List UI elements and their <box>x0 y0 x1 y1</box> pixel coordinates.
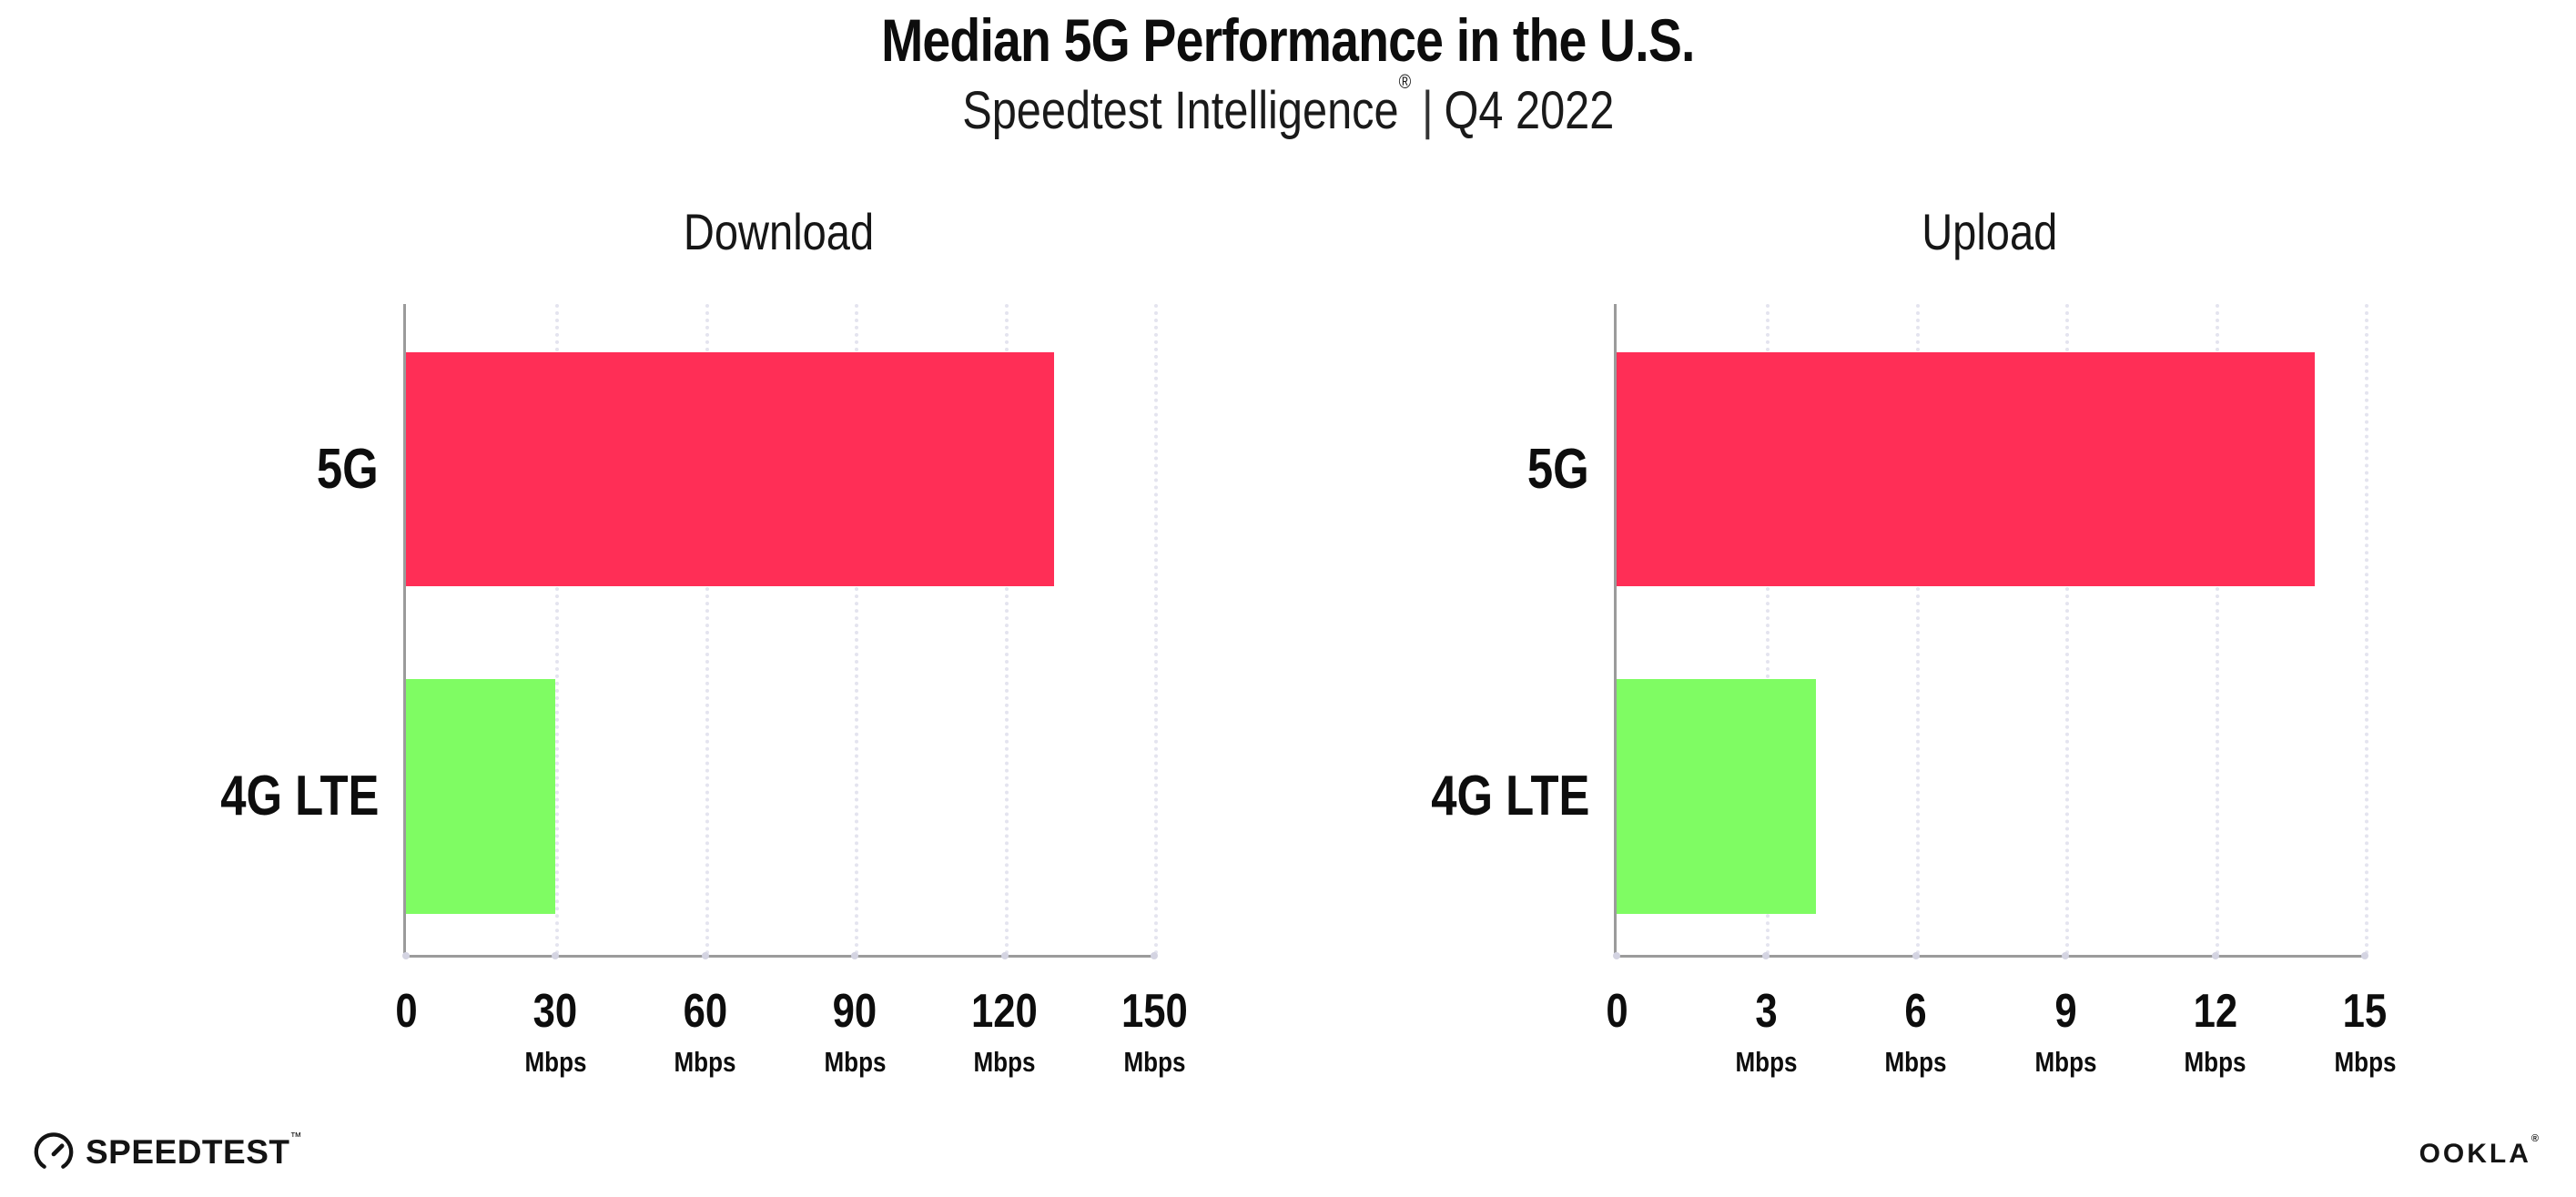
tick-mark-120 <box>1000 952 1009 959</box>
x-tick-label-90: 90 <box>832 985 877 1038</box>
x-tick-label-0: 0 <box>1605 985 1628 1038</box>
subtitle-period: Q4 2022 <box>1444 81 1615 140</box>
subtitle-separator: | <box>1421 81 1434 140</box>
registered-trademark-icon: ® <box>1398 69 1411 93</box>
download-chart-title: Download <box>683 203 875 260</box>
x-tick-label-150: 150 <box>1121 985 1188 1038</box>
ookla-logo: OOKLA® <box>2419 1133 2541 1170</box>
bar-4g-lte <box>406 679 556 914</box>
speedtest-wordmark: SPEEDTEST™ <box>86 1129 302 1171</box>
category-label-4g-lte: 4G LTE <box>219 765 379 827</box>
x-tick-label-3: 3 <box>1755 985 1778 1038</box>
upload-chart-title: Upload <box>1921 203 2058 260</box>
trademark-icon: ™ <box>289 1129 302 1143</box>
download-plot-area: 0 30 Mbps 60 Mbps 90 Mbps 120 Mbps 150 Mbps 5G 4G LT… <box>220 304 1187 1078</box>
bar-5g <box>1617 352 2316 586</box>
x-tick-unit-6: Mbps <box>1884 1046 1947 1078</box>
tick-mark-0 <box>1613 952 1620 959</box>
x-tick-unit-150: Mbps <box>1123 1046 1185 1078</box>
x-tick-label-60: 60 <box>683 985 728 1038</box>
x-tick-unit-9: Mbps <box>2034 1046 2097 1078</box>
speedtest-logo: SPEEDTEST™ <box>33 1129 302 1173</box>
gridline-120 <box>1004 304 1009 955</box>
category-label-4g-lte: 4G LTE <box>1430 765 1589 827</box>
page-title: Median 5G Performance in the U.S. <box>881 6 1695 74</box>
tick-mark-60 <box>701 952 709 959</box>
x-tick-unit-3: Mbps <box>1735 1046 1798 1078</box>
x-tick-label-15: 15 <box>2342 985 2388 1038</box>
page-subtitle: Speedtest Intelligence® | Q4 2022 <box>0 70 2576 141</box>
tick-mark-6 <box>1912 952 1920 959</box>
x-tick-unit-120: Mbps <box>973 1046 1036 1078</box>
x-tick-unit-30: Mbps <box>524 1046 587 1078</box>
x-tick-label-9: 9 <box>2054 985 2077 1038</box>
gridline-60 <box>705 304 709 955</box>
x-tick-label-6: 6 <box>1904 985 1927 1038</box>
gridline-3 <box>1766 304 1770 955</box>
x-tick-label-12: 12 <box>2193 985 2237 1038</box>
gridline-6 <box>1915 304 1920 955</box>
x-tick-unit-90: Mbps <box>824 1046 887 1078</box>
upload-plot-area: 0 3 Mbps 6 Mbps 9 Mbps 12 Mbps 15 Mbps 5G 4G LTE <box>1431 304 2396 1078</box>
x-tick-unit-12: Mbps <box>2184 1046 2246 1078</box>
x-tick-label-120: 120 <box>971 985 1039 1038</box>
gridline-12 <box>2215 304 2219 955</box>
tick-mark-3 <box>1762 952 1770 959</box>
gridline-30 <box>555 304 560 955</box>
registered-icon: ® <box>2530 1133 2541 1144</box>
tick-mark-12 <box>2211 952 2219 959</box>
x-tick-unit-15: Mbps <box>2334 1046 2396 1078</box>
gridline-9 <box>2065 304 2070 955</box>
tick-mark-30 <box>552 952 560 959</box>
download-chart: Download 0 30 Mbps 60 Mbps 90 Mbps 120 Mbps 150 Mb… <box>220 203 1188 1078</box>
tick-mark-0 <box>402 952 410 959</box>
gridline-15 <box>2365 304 2368 955</box>
bar-4g-lte <box>1617 679 1817 914</box>
speedtest-gauge-icon <box>34 1132 74 1169</box>
category-label-5g: 5G <box>317 437 379 501</box>
x-tick-label-30: 30 <box>533 985 578 1038</box>
tick-mark-9 <box>2062 952 2070 959</box>
category-label-5g: 5G <box>1527 437 1589 501</box>
x-tick-label-0: 0 <box>394 985 418 1038</box>
gridline-150 <box>1154 304 1158 955</box>
tick-mark-90 <box>851 952 859 959</box>
tick-mark-15 <box>2361 952 2368 959</box>
gridline-90 <box>855 304 859 955</box>
bar-5g <box>406 352 1055 586</box>
x-tick-unit-60: Mbps <box>674 1046 736 1078</box>
tick-mark-150 <box>1151 952 1158 959</box>
upload-chart: Upload 0 3 Mbps 6 Mbps 9 Mbps 12 Mbps 15 Mbps 5G 4G … <box>1431 203 2396 1078</box>
subtitle-product: Speedtest Intelligence <box>961 81 1399 140</box>
ookla-wordmark: OOKLA <box>2419 1139 2531 1169</box>
